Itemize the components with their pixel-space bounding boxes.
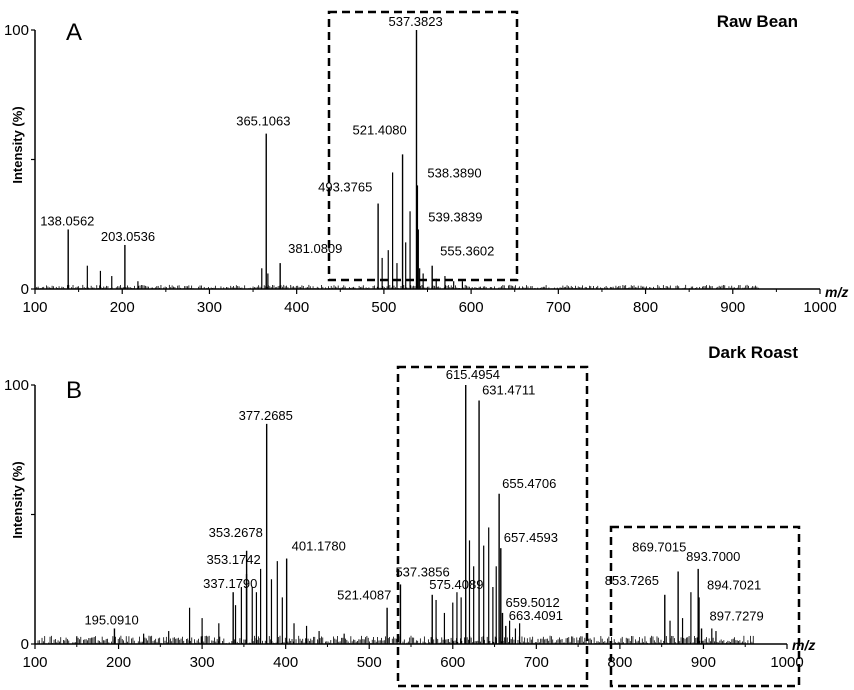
- x-tick-label: 300: [197, 299, 222, 316]
- x-axis-title: m/z: [825, 284, 848, 300]
- y-axis-title: Intensity (%): [10, 106, 25, 183]
- peak-label: 195.0910: [84, 612, 138, 627]
- y-tick-label: 0: [21, 636, 29, 653]
- peak-label: 337.1790: [203, 576, 257, 591]
- y-tick-label: 0: [21, 281, 29, 298]
- peak-label: 353.1742: [207, 552, 261, 567]
- peak-label: 537.3856: [395, 564, 449, 579]
- peak-label: 631.4711: [482, 383, 535, 398]
- peak-label: 555.3602: [440, 244, 494, 259]
- peak-label: 521.4080: [353, 122, 407, 137]
- x-tick-label: 200: [106, 654, 131, 671]
- panel-title: Raw Bean: [717, 12, 798, 31]
- peak-label: 203.0536: [101, 229, 155, 244]
- x-tick-label: 600: [459, 299, 484, 316]
- peak-label: 853.7265: [605, 573, 659, 588]
- panel-letter: A: [66, 19, 82, 46]
- baseline-noise: [36, 635, 754, 644]
- x-tick-label: 1000: [770, 654, 803, 671]
- x-tick-label: 100: [22, 299, 47, 316]
- x-tick-label: 900: [691, 654, 716, 671]
- peak-label: 138.0562: [40, 213, 94, 228]
- x-tick-label: 900: [720, 299, 745, 316]
- x-tick-label: 700: [524, 654, 549, 671]
- x-tick-label: 400: [273, 654, 298, 671]
- highlight-region-box: [327, 10, 519, 282]
- peak-label: 401.1780: [292, 539, 346, 554]
- x-tick-label: 500: [371, 299, 396, 316]
- peak-label: 894.7021: [707, 577, 761, 592]
- highlight-region-box: [396, 365, 589, 688]
- peak-label: 897.7279: [710, 608, 764, 623]
- peak-label: 538.3890: [427, 165, 481, 180]
- x-axis-title: m/z: [792, 637, 815, 653]
- x-tick-label: 600: [440, 654, 465, 671]
- peak-label: 893.7000: [686, 549, 740, 564]
- panel-letter: B: [66, 377, 82, 404]
- x-tick-label: 800: [607, 654, 632, 671]
- peak-label: 659.5012: [505, 595, 559, 610]
- peak-label: 377.2685: [239, 408, 293, 423]
- peak-label: 353.2678: [209, 525, 263, 540]
- highlight-region-box: [609, 525, 801, 688]
- panel-a-raw-bean: 138.0562 203.0536 365.1063 381.0809 493.3765…: [4, 10, 848, 316]
- peak-label: 657.4593: [504, 530, 558, 545]
- x-tick-label: 200: [110, 299, 135, 316]
- peak-label: 381.0809: [288, 241, 342, 256]
- x-tick-label: 800: [633, 299, 658, 316]
- peak-label: 615.4954: [446, 367, 500, 382]
- peak-label: 537.3823: [388, 14, 442, 29]
- x-tick-label: 700: [546, 299, 571, 316]
- peak-label: 539.3839: [428, 209, 482, 224]
- y-axis-title: Intensity (%): [10, 461, 25, 538]
- peak-label: 655.4706: [502, 476, 556, 491]
- panel-title: Dark Roast: [708, 343, 798, 362]
- x-tick-label: 300: [190, 654, 215, 671]
- x-tick-label: 500: [357, 654, 382, 671]
- peak-label: 493.3765: [318, 180, 372, 195]
- peak-label: 663.4091: [509, 608, 563, 623]
- peak-label: 521.4087: [337, 588, 391, 603]
- y-tick-label: 100: [4, 377, 29, 394]
- peak-label: 869.7015: [632, 539, 686, 554]
- y-tick-label: 100: [4, 22, 29, 39]
- peak-label: 365.1063: [236, 114, 290, 129]
- panel-b-dark-roast: 195.0910 337.1790 353.1742 353.2678 377.2685…: [4, 343, 815, 688]
- peak-label: 575.4089: [429, 577, 483, 592]
- x-tick-label: 1000: [803, 299, 836, 316]
- x-tick-label: 100: [22, 654, 47, 671]
- x-tick-label: 400: [284, 299, 309, 316]
